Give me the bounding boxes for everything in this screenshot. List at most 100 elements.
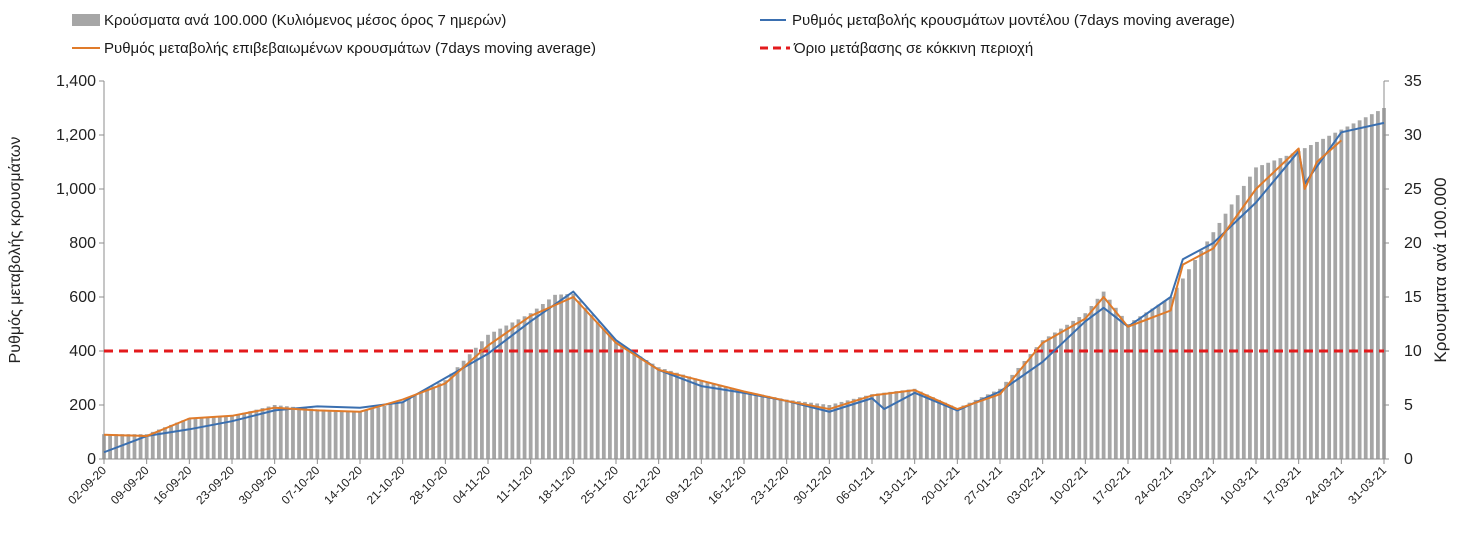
x-tick-label: 23-12-20 [748, 463, 792, 507]
bar [888, 391, 893, 459]
bar [266, 406, 271, 459]
bar [370, 408, 375, 459]
bar [1260, 165, 1264, 459]
bar [998, 388, 1002, 459]
y-left-tick-label: 600 [69, 289, 96, 306]
bar [900, 390, 905, 459]
bar [1071, 320, 1076, 459]
model-line [103, 121, 1385, 454]
x-tick-label: 11-11-20 [493, 463, 536, 506]
bar [1174, 287, 1179, 459]
bar [668, 370, 673, 459]
bar [224, 416, 228, 459]
bar [394, 403, 399, 459]
x-tick-label: 30-09-20 [236, 463, 280, 507]
bar [163, 427, 167, 459]
bar [626, 349, 631, 459]
bar [108, 434, 112, 459]
x-tick-label: 23-09-20 [193, 463, 237, 507]
bar [412, 395, 417, 459]
bar [894, 391, 899, 459]
legend-label-model: Ρυθμός μεταβολής κρουσμάτων μοντέλου (7d… [792, 12, 1235, 29]
bar [705, 381, 710, 459]
y-left-tick-label: 0 [87, 451, 96, 468]
bar [425, 389, 429, 459]
x-tick-label: 09-12-20 [663, 463, 707, 507]
bar [1211, 232, 1216, 459]
bar [278, 405, 283, 459]
x-tick-label: 17-03-21 [1260, 463, 1304, 507]
bar [1376, 111, 1380, 459]
bar [486, 334, 490, 459]
bar [912, 388, 917, 459]
bar [400, 401, 405, 459]
x-tick-label: 14-10-20 [321, 463, 365, 507]
legend-label-confirmed: Ρυθμός μεταβολής επιβεβαιωμένων κρουσμάτ… [104, 40, 596, 57]
y-left-tick-label: 400 [69, 343, 96, 360]
bar [132, 434, 137, 459]
y-left-tick-label: 1,200 [56, 127, 96, 144]
y-right-tick-label: 20 [1404, 235, 1422, 252]
bar [382, 405, 387, 459]
y-left-tick-label: 800 [69, 235, 96, 252]
bar [540, 304, 545, 459]
bar [126, 434, 131, 459]
bar [156, 429, 161, 459]
bar [1369, 114, 1374, 460]
bar [729, 387, 734, 459]
bars-layer [102, 108, 1386, 460]
x-tick-label: 16-09-20 [151, 463, 195, 507]
bar [918, 391, 923, 459]
bar [1065, 324, 1069, 459]
y-right-tick-label: 10 [1404, 343, 1422, 360]
bar [796, 401, 801, 459]
y-left-tick-label: 1,000 [56, 181, 96, 198]
bar [498, 328, 503, 459]
bar [419, 392, 423, 459]
bar [778, 398, 783, 459]
bar [1113, 307, 1118, 459]
bar [924, 394, 929, 459]
bar [254, 409, 259, 459]
bar [1144, 312, 1149, 459]
bar [364, 410, 368, 459]
bar [632, 353, 637, 459]
legend-label-bars: Κρούσματα ανά 100.000 (Κυλιόμενος μέσος … [104, 12, 506, 29]
bar [309, 408, 314, 459]
bar [547, 299, 551, 459]
bar [1223, 213, 1228, 459]
bar [1290, 153, 1295, 459]
bar [620, 345, 624, 459]
bar [1187, 269, 1191, 459]
bar [1101, 291, 1106, 459]
bar [638, 356, 643, 459]
bar [144, 434, 149, 459]
bar [1296, 151, 1301, 459]
x-tick-label: 20-01-21 [919, 463, 963, 507]
bar [1229, 204, 1234, 459]
x-tick-label: 24-02-21 [1132, 463, 1176, 507]
bar [1333, 132, 1338, 459]
bar [193, 417, 198, 459]
bar [315, 409, 320, 459]
bar [248, 411, 253, 459]
bar [644, 360, 649, 459]
x-tick-label: 06-01-21 [833, 463, 877, 507]
bar [559, 294, 564, 459]
bar [467, 354, 472, 459]
bar [327, 409, 332, 459]
bar [949, 405, 954, 459]
bar [321, 409, 326, 459]
bar [376, 407, 381, 459]
bar [455, 367, 460, 459]
legend-swatch-bars [72, 14, 100, 26]
bar [1138, 316, 1143, 459]
bar [1235, 195, 1240, 460]
x-tick-label: 28-10-20 [407, 463, 451, 507]
bar [1059, 328, 1063, 459]
bar [175, 422, 180, 459]
bar [882, 392, 887, 459]
bar [1363, 117, 1368, 459]
bar [339, 410, 344, 459]
